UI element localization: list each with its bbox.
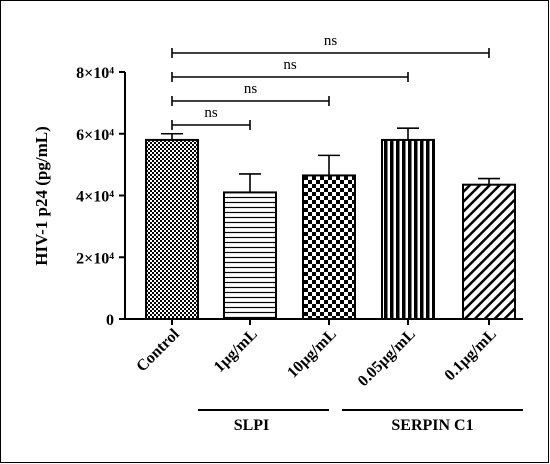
group-label: SERPIN C1 — [391, 417, 473, 434]
x-tick-label: Control — [133, 325, 183, 375]
bar — [381, 138, 435, 320]
y-axis-label: HIV-1 p24 (pg/mL) — [32, 126, 51, 265]
y-tick-label: 4×10⁴ — [76, 189, 114, 206]
y-ticks: 0 2×10⁴ 4×10⁴ 6×10⁴ 8×10⁴ — [76, 65, 125, 329]
x-tick-label: 1µg/mL — [211, 326, 261, 376]
x-tick-label: 10µg/mL — [284, 326, 340, 382]
x-ticks: Control 1µg/mL 10µg/mL 0.05µg/mL 0.1µg/mL — [133, 319, 500, 390]
significance-label: ns — [244, 81, 258, 97]
bars — [145, 138, 516, 321]
bar — [145, 138, 199, 320]
x-tick-label: 0.1µg/mL — [441, 326, 499, 384]
significance-label: ns — [324, 33, 338, 49]
y-tick-label: 6×10⁴ — [76, 127, 114, 144]
y-tick-label: 0 — [106, 312, 114, 329]
significance-brackets: ns ns ns ns — [171, 33, 490, 130]
y-tick-label: 8×10⁴ — [76, 65, 114, 82]
significance-label: ns — [283, 57, 297, 73]
bar — [302, 174, 356, 320]
bar — [223, 191, 277, 321]
error-bars — [161, 127, 500, 193]
bar — [462, 183, 516, 320]
y-tick-label: 2×10⁴ — [76, 250, 114, 267]
significance-label: ns — [204, 105, 218, 121]
group-label: SLPI — [234, 417, 270, 434]
x-tick-label: 0.05µg/mL — [355, 326, 419, 390]
group-labels: SLPI SERPIN C1 — [198, 409, 523, 434]
